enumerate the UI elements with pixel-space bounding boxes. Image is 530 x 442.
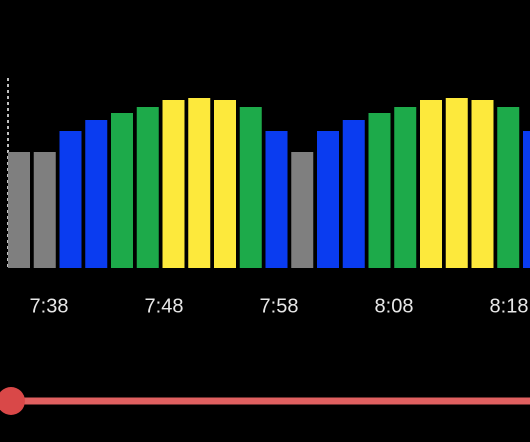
bar	[394, 107, 417, 268]
bar	[523, 131, 530, 268]
bar	[368, 113, 391, 268]
bar	[265, 131, 288, 268]
x-tick-label: 8:08	[375, 295, 414, 317]
x-tick-label: 8:18	[490, 295, 529, 317]
bar-group	[8, 98, 530, 268]
x-tick-label: 7:58	[260, 295, 299, 317]
bar	[59, 131, 82, 268]
bar	[239, 107, 262, 268]
x-tick-label: 7:48	[145, 295, 184, 317]
x-tick-label: 7:38	[30, 295, 69, 317]
bar	[33, 152, 56, 268]
slider[interactable]	[0, 387, 530, 415]
bar	[291, 152, 314, 268]
bar	[188, 98, 211, 268]
bar	[111, 113, 133, 268]
bar	[8, 152, 30, 268]
bar	[85, 120, 108, 268]
bar	[162, 100, 185, 268]
slider-thumb[interactable]	[0, 387, 25, 415]
x-labels: 7:38 7:48 7:58 8:08 8:18	[30, 295, 529, 317]
bar	[497, 107, 520, 268]
bar	[471, 100, 494, 268]
bar	[317, 131, 339, 268]
bar	[342, 120, 365, 268]
bar	[420, 100, 442, 268]
bar	[445, 98, 468, 268]
bar	[136, 107, 159, 268]
bar	[214, 100, 236, 268]
